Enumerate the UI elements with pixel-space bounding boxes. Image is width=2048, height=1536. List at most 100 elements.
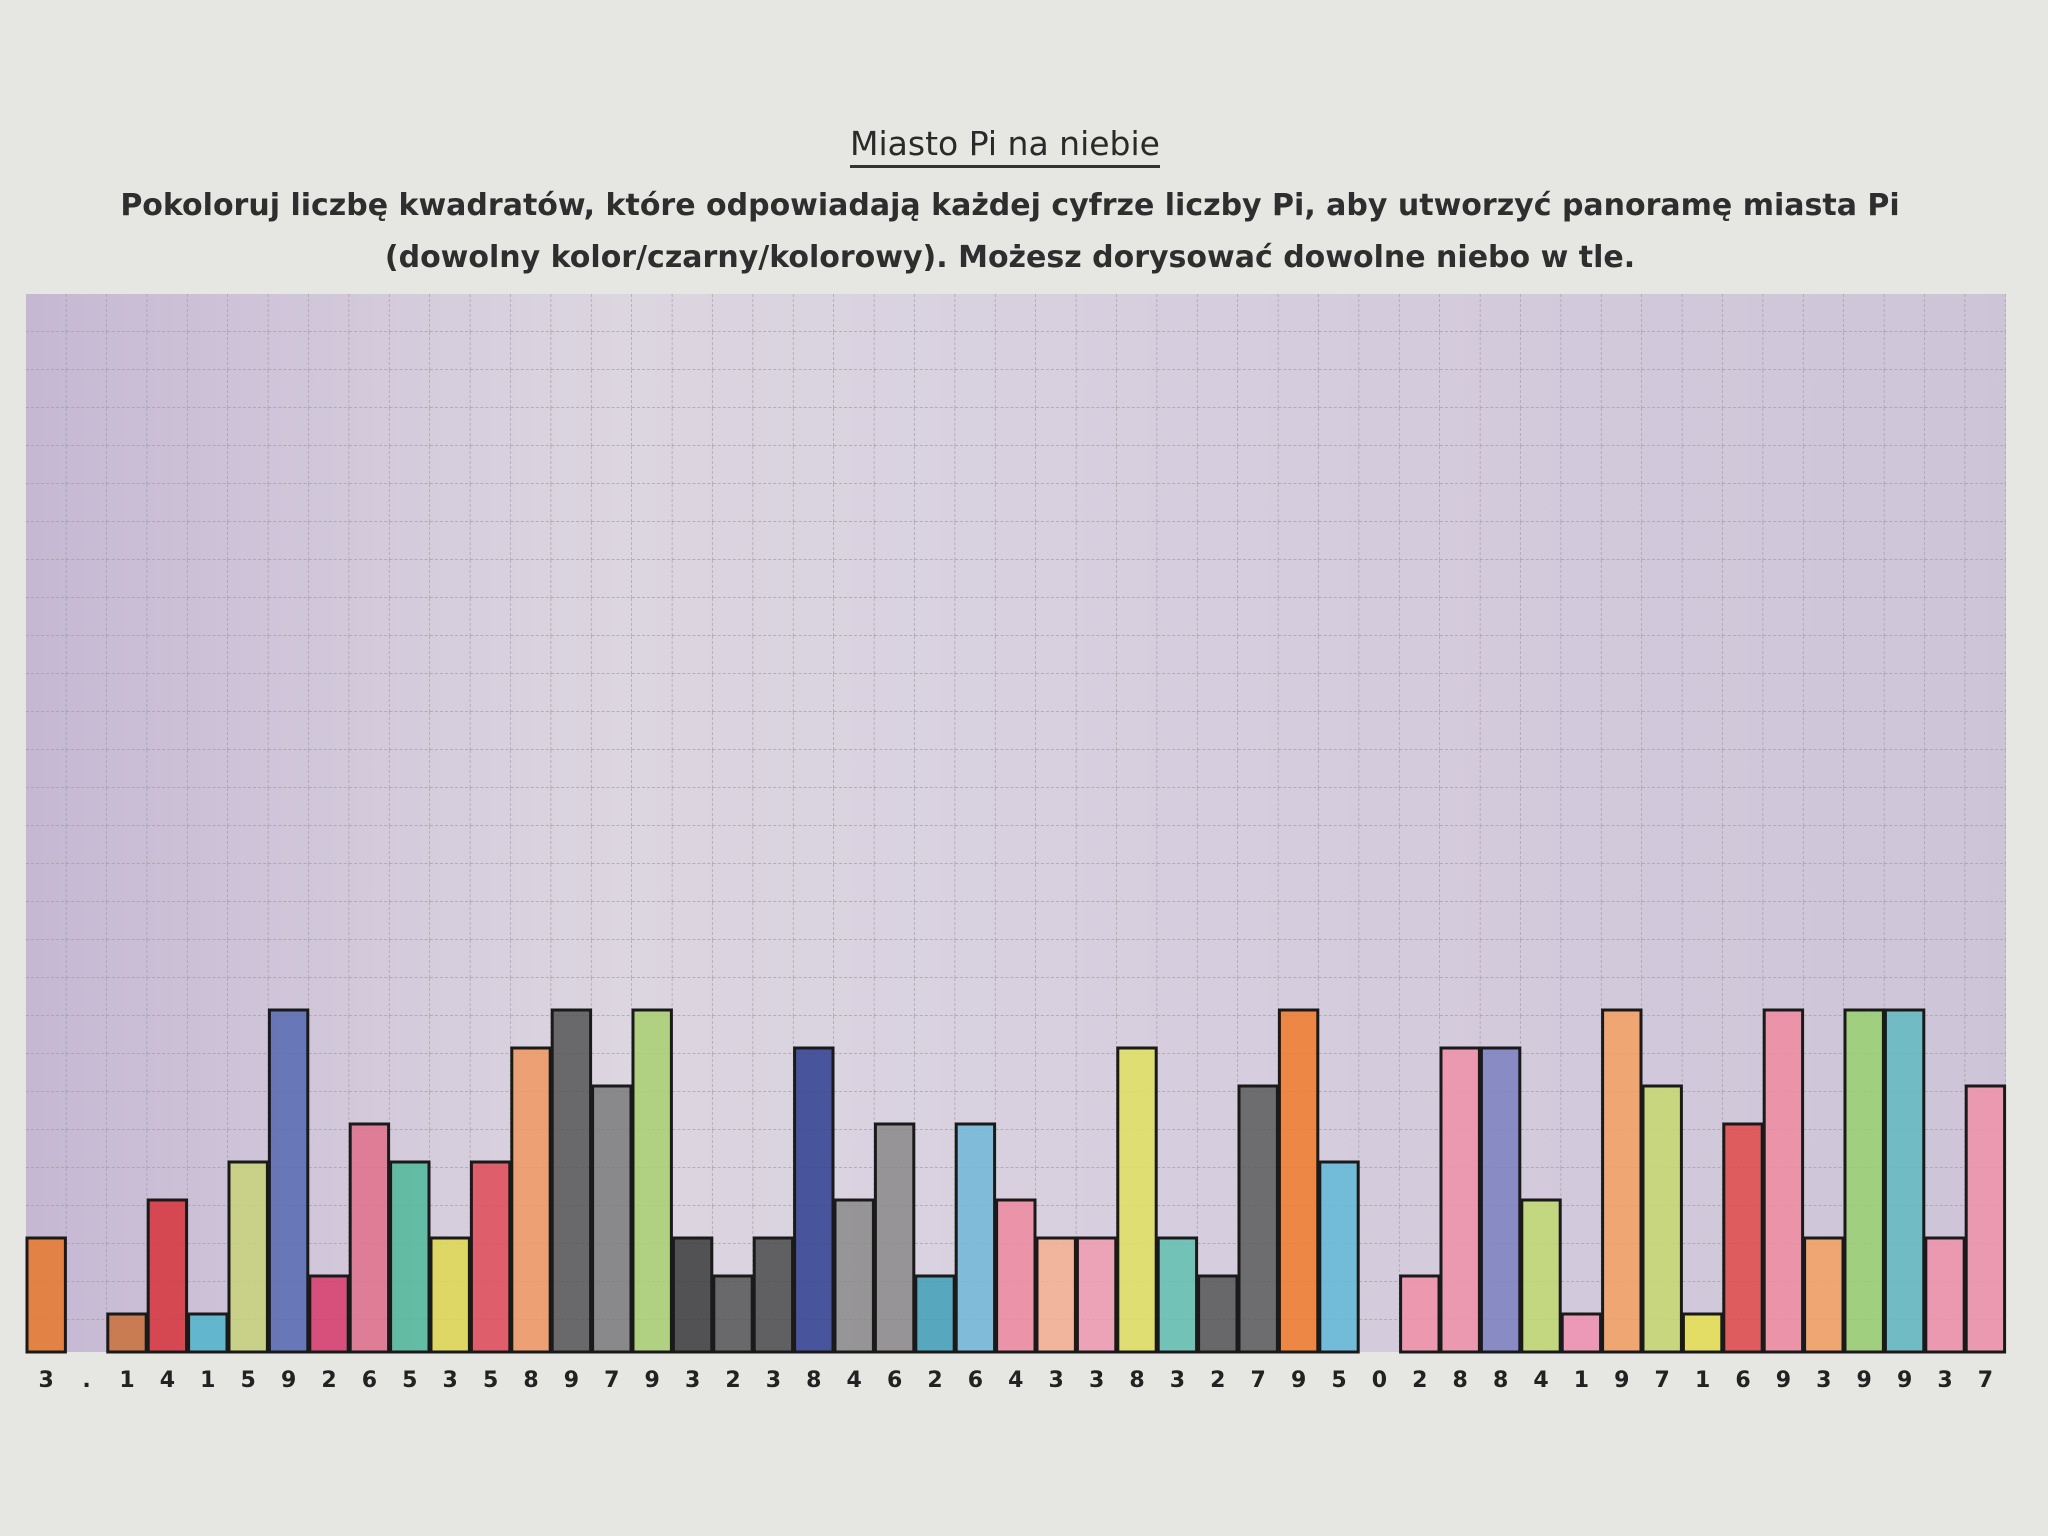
building: [550, 1008, 593, 1354]
building: [348, 1122, 391, 1354]
digit-label: 9: [645, 1368, 660, 1393]
digit-label: 9: [1291, 1368, 1306, 1393]
digit-label: 8: [806, 1368, 821, 1393]
digit-label: 2: [725, 1368, 740, 1393]
building: [510, 1046, 552, 1354]
digit-label: 5: [241, 1368, 256, 1393]
digit-label: 3: [1937, 1368, 1952, 1393]
building: [591, 1084, 633, 1354]
grid: [26, 294, 2006, 1352]
digit-label: 9: [1897, 1368, 1912, 1393]
digit-label: 4: [1533, 1368, 1548, 1393]
building: [712, 1274, 754, 1354]
digit-label: 3: [1816, 1368, 1831, 1393]
digit-label: 4: [1008, 1368, 1023, 1393]
building: [1237, 1084, 1279, 1354]
building: [1641, 1084, 1683, 1354]
digit-label: 5: [483, 1368, 498, 1393]
building: [469, 1160, 512, 1354]
building: [1803, 1236, 1845, 1354]
digit-label: 1: [119, 1368, 134, 1393]
digit-label: 9: [1776, 1368, 1791, 1393]
digit-label: 3: [39, 1368, 54, 1393]
building: [389, 1160, 431, 1354]
instructions: Pokoloruj liczbę kwadratów, które odpowi…: [120, 188, 1900, 275]
digit-label: 6: [887, 1368, 902, 1393]
building: [954, 1122, 997, 1354]
building: [1520, 1198, 1562, 1354]
digit-label: 6: [1735, 1368, 1750, 1393]
digit-label: 3: [1089, 1368, 1104, 1393]
digit-label: 3: [766, 1368, 781, 1393]
digit-label: 3: [443, 1368, 458, 1393]
digit-label: 1: [1574, 1368, 1589, 1393]
building: [1116, 1046, 1158, 1354]
building: [187, 1312, 229, 1354]
building: [146, 1198, 189, 1354]
building: [1399, 1274, 1441, 1354]
building: [429, 1236, 471, 1354]
building: [1843, 1008, 1885, 1354]
digit-label: 5: [1331, 1368, 1346, 1393]
building: [1197, 1274, 1239, 1354]
digit-label: 7: [604, 1368, 619, 1393]
building: [752, 1236, 795, 1354]
digit-label: 3: [1170, 1368, 1185, 1393]
digit-label: 9: [1614, 1368, 1629, 1393]
building: [1681, 1312, 1724, 1354]
building: [1601, 1008, 1643, 1354]
building: [1156, 1236, 1199, 1354]
digit-label: 4: [847, 1368, 862, 1393]
building: [25, 1236, 67, 1354]
building: [1439, 1046, 1481, 1354]
building: [1762, 1008, 1805, 1354]
digit-label: 8: [1129, 1368, 1144, 1393]
building: [227, 1160, 269, 1354]
building: [1075, 1236, 1118, 1354]
building: [1318, 1160, 1360, 1354]
digit-label: 4: [160, 1368, 175, 1393]
digit-label: 5: [402, 1368, 417, 1393]
digit-label: 7: [1978, 1368, 1993, 1393]
building: [873, 1122, 916, 1354]
building: [1883, 1008, 1926, 1354]
title-box: Miasto Pi na niebie: [0, 124, 2010, 168]
building: [1964, 1084, 2007, 1354]
building: [995, 1198, 1037, 1354]
building: [631, 1008, 673, 1354]
digit-label: 8: [1453, 1368, 1468, 1393]
digit-label: 2: [321, 1368, 336, 1393]
title: Miasto Pi na niebie: [850, 124, 1160, 168]
digit-label: 1: [1695, 1368, 1710, 1393]
building: [1560, 1312, 1603, 1354]
building: [1035, 1236, 1077, 1354]
building: [1479, 1046, 1522, 1354]
building: [671, 1236, 714, 1354]
building: [267, 1008, 310, 1354]
digit-label: 9: [281, 1368, 296, 1393]
digit-label: 2: [1210, 1368, 1225, 1393]
digit-label: 2: [927, 1368, 942, 1393]
digit-label: 7: [1251, 1368, 1266, 1393]
digit-label: 8: [1493, 1368, 1508, 1393]
building: [914, 1274, 956, 1354]
digit-label: 6: [362, 1368, 377, 1393]
digit-label: 0: [1372, 1368, 1387, 1393]
digit-label: 3: [685, 1368, 700, 1393]
building: [1722, 1122, 1764, 1354]
digit-label: 3: [1049, 1368, 1064, 1393]
digit-label: .: [82, 1368, 90, 1393]
building: [1277, 1008, 1320, 1354]
building: [1924, 1236, 1966, 1354]
digit-label: 2: [1412, 1368, 1427, 1393]
digit-label: 8: [523, 1368, 538, 1393]
digit-label: 1: [200, 1368, 215, 1393]
digit-label: 9: [564, 1368, 579, 1393]
digit-label: 9: [1857, 1368, 1872, 1393]
building: [793, 1046, 835, 1354]
building: [106, 1312, 148, 1354]
digit-label: 6: [968, 1368, 983, 1393]
building: [308, 1274, 350, 1354]
